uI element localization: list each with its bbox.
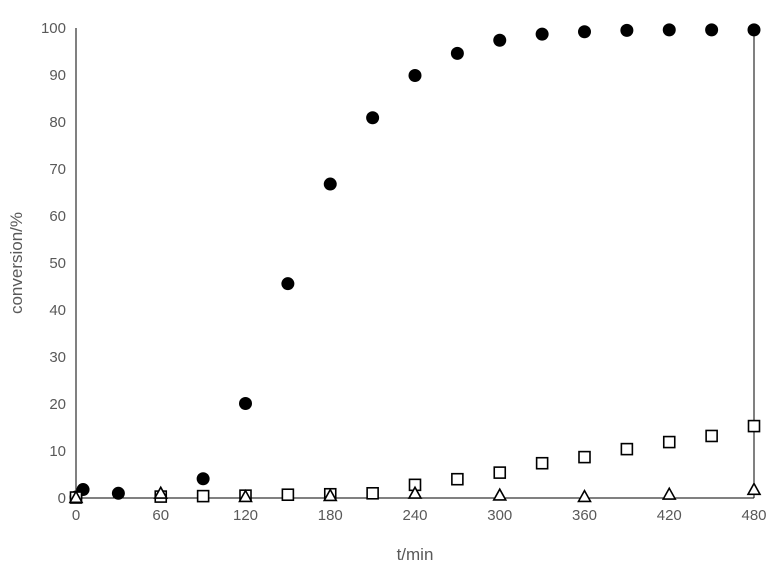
x-tick-label: 120 — [233, 507, 258, 524]
y-axis-title: conversion/% — [7, 212, 26, 314]
data-point-circle — [323, 177, 337, 191]
x-tick-label: 360 — [572, 507, 597, 524]
data-point-triangle — [153, 485, 169, 499]
y-tick-label: 30 — [49, 349, 66, 366]
x-tick-label: 300 — [487, 507, 512, 524]
y-tick-label: 100 — [41, 20, 66, 37]
data-point-square — [578, 450, 591, 464]
y-tick-label: 20 — [49, 396, 66, 413]
x-axis-title: t/min — [397, 545, 434, 564]
data-point-triangle — [68, 489, 84, 504]
x-tick-label: 60 — [152, 507, 169, 524]
y-tick-label: 50 — [49, 255, 66, 272]
x-tick-label: 240 — [402, 507, 427, 524]
data-point-circle — [239, 397, 252, 411]
data-point-circle — [578, 25, 591, 39]
data-points — [68, 23, 762, 504]
data-point-square — [281, 488, 295, 502]
data-point-circle — [493, 33, 507, 47]
data-point-triangle — [322, 488, 338, 502]
data-point-square — [366, 486, 379, 500]
data-point-circle — [196, 472, 210, 486]
data-point-circle — [281, 277, 295, 291]
y-tick-label: 40 — [49, 302, 66, 319]
data-point-circle — [111, 486, 125, 500]
data-point-square — [451, 472, 464, 486]
data-point-triangle — [746, 481, 762, 496]
data-point-triangle — [492, 487, 508, 501]
x-tick-label: 180 — [318, 507, 343, 524]
data-point-square — [535, 456, 549, 470]
data-point-triangle — [238, 488, 253, 503]
data-point-square — [620, 442, 634, 456]
plot-frame — [75, 28, 755, 499]
data-point-square — [705, 429, 718, 443]
x-tick-label: 480 — [741, 507, 766, 524]
data-point-square — [662, 435, 676, 449]
y-tick-label: 60 — [49, 208, 66, 225]
y-tick-label: 70 — [49, 161, 66, 178]
x-axis-ticks: 0 60 120 180 240 300 360 420 480 — [72, 507, 767, 524]
data-point-circle — [366, 111, 380, 125]
data-point-square — [747, 419, 761, 433]
data-point-circle — [535, 27, 549, 41]
data-point-circle — [620, 23, 634, 37]
data-point-square — [196, 489, 210, 503]
data-point-triangle — [407, 485, 423, 499]
y-tick-label: 10 — [49, 443, 66, 460]
y-tick-label: 90 — [49, 67, 66, 84]
data-point-circle — [747, 23, 761, 37]
data-point-triangle — [577, 488, 592, 503]
data-point-circle — [662, 23, 676, 37]
x-tick-label: 420 — [657, 507, 682, 524]
data-point-circle — [408, 68, 422, 82]
y-tick-label: 0 — [58, 490, 66, 507]
data-point-triangle — [661, 486, 677, 500]
x-tick-label: 0 — [72, 507, 80, 524]
data-point-square — [493, 466, 507, 479]
y-tick-label: 80 — [49, 114, 66, 131]
y-axis-ticks: 0 10 20 30 40 50 60 70 80 90 100 — [41, 20, 66, 507]
data-point-circle — [450, 46, 464, 60]
data-point-circle — [705, 23, 719, 37]
